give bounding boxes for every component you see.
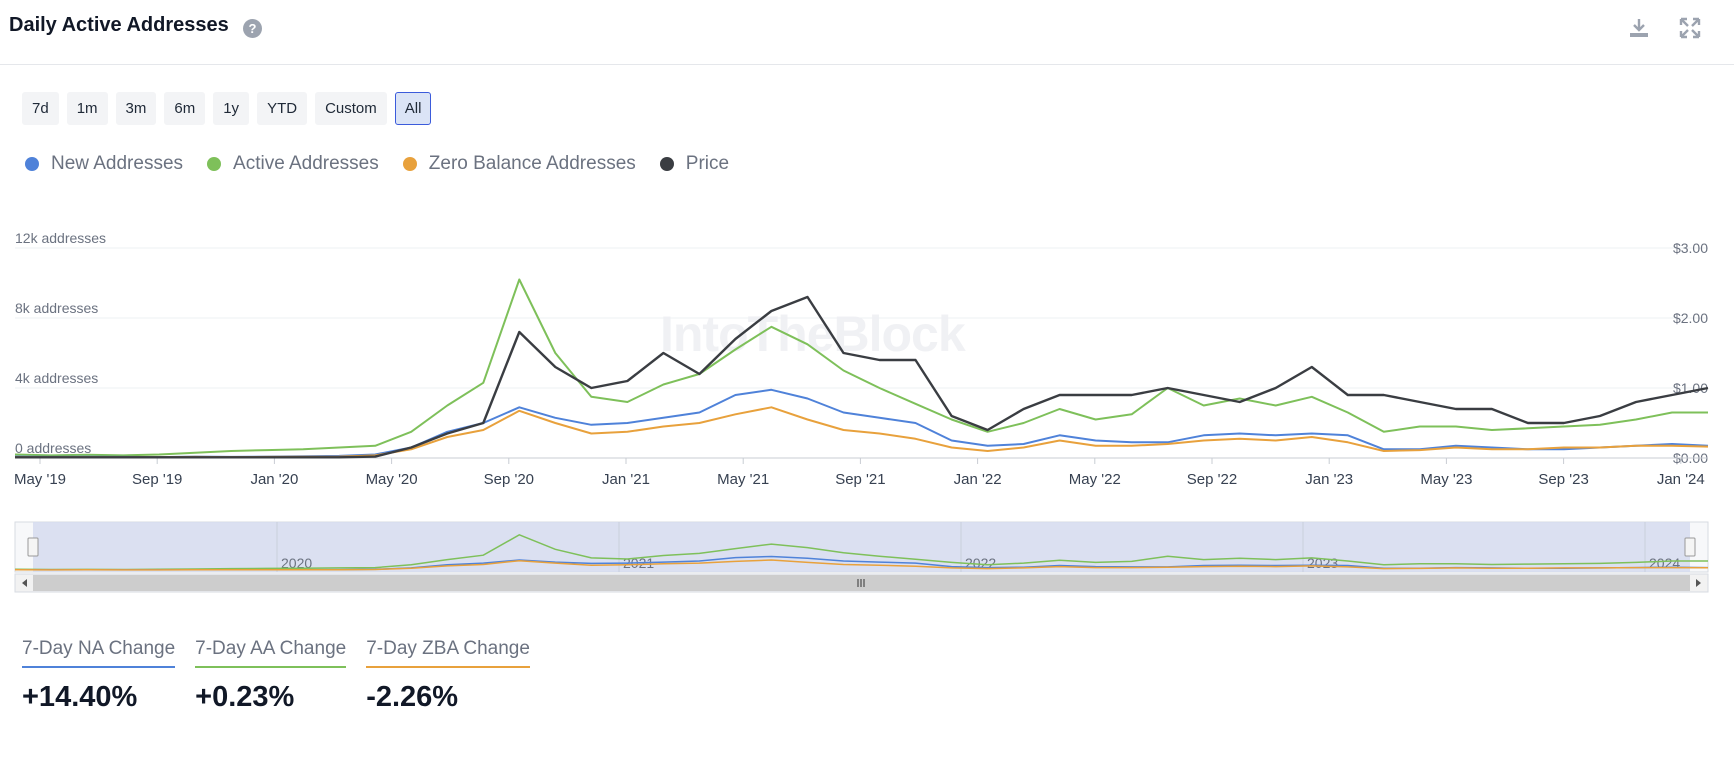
legend-label: Zero Balance Addresses: [428, 153, 636, 174]
legend-dot: [25, 157, 39, 171]
navigator-handle: [27, 537, 39, 557]
scrollbar-grip-icon: [857, 579, 865, 587]
y-right-tick-label: $2.00: [1673, 310, 1708, 326]
legend-dot: [207, 157, 222, 171]
range-custom-button[interactable]: Custom: [315, 92, 387, 125]
range-7d-button[interactable]: 7d: [22, 92, 59, 125]
watermark-logo: IntoTheBlock: [660, 306, 966, 362]
stat-value: +0.23%: [195, 681, 295, 713]
range-1m-button[interactable]: 1m: [66, 92, 108, 125]
legend-dot: [402, 157, 417, 171]
help-icon[interactable]: ?: [243, 19, 262, 38]
legend-item-active-addresses[interactable]: Active Addresses: [207, 153, 379, 175]
legend-item-new-addresses[interactable]: New Addresses: [25, 153, 183, 175]
x-tick-label: Jan '23: [1305, 471, 1353, 488]
x-tick-label: Sep '19: [132, 471, 182, 488]
navigator-line-active: [14, 533, 1708, 571]
legend-item-zero-balance-addresses[interactable]: Zero Balance Addresses: [402, 153, 636, 175]
x-tick-label: May '23: [1420, 471, 1472, 488]
range-3m-button[interactable]: 3m: [115, 92, 157, 125]
chart-legend: New Addresses Active Addresses Zero Bala…: [25, 153, 753, 175]
stat-value: +14.40%: [22, 681, 138, 713]
x-tick-label: Sep '23: [1538, 471, 1588, 488]
range-all-button[interactable]: All: [394, 92, 432, 125]
legend-dot: [659, 157, 674, 171]
series-line-price: [15, 295, 1709, 459]
stat-aa-change: 7-Day AA Change +0.23%: [195, 638, 347, 714]
stat-label: 7-Day AA Change: [195, 638, 347, 668]
x-tick-label: Sep '22: [1187, 471, 1237, 488]
stat-zba-change: 7-Day ZBA Change -2.26%: [366, 638, 530, 714]
x-tick-label: Jan '20: [250, 471, 298, 488]
x-tick-label: Jan '21: [602, 471, 650, 488]
navigator-line-zero: [14, 559, 1709, 571]
series-line-active: [14, 278, 1708, 457]
stat-value: -2.26%: [366, 681, 459, 713]
y-left-tick-label: 0 addresses: [15, 440, 91, 456]
x-tick-label: Sep '20: [484, 471, 534, 488]
range-1y-button[interactable]: 1y: [213, 92, 250, 125]
navigator-handle: [1684, 537, 1696, 557]
stat-label: 7-Day ZBA Change: [366, 638, 530, 668]
x-tick-label: Jan '22: [954, 471, 1002, 488]
legend-label: Active Addresses: [233, 153, 379, 174]
download-icon[interactable]: [1627, 16, 1651, 40]
range-ytd-button[interactable]: YTD: [257, 92, 308, 125]
y-right-tick-label: $3.00: [1673, 240, 1708, 256]
change-stats: 7-Day NA Change +14.40% 7-Day AA Change …: [22, 638, 530, 714]
legend-label: New Addresses: [51, 153, 184, 174]
page-title: Daily Active Addresses: [9, 14, 229, 36]
stat-label: 7-Day NA Change: [22, 638, 176, 668]
time-range-selector: 7d 1m 3m 6m 1y YTD Custom All: [22, 92, 432, 125]
legend-label: Price: [685, 153, 730, 174]
x-tick-label: Jan '24: [1657, 471, 1705, 488]
stat-na-change: 7-Day NA Change +14.40%: [22, 638, 176, 714]
scroll-left-icon: [22, 579, 27, 587]
navigator-tick-label: 2020: [281, 555, 312, 571]
x-tick-label: May '22: [1069, 471, 1121, 488]
x-tick-label: Sep '21: [835, 471, 885, 488]
x-tick-label: May '21: [717, 471, 769, 488]
y-left-tick-label: 8k addresses: [15, 300, 98, 316]
navigator-tick-label: 2024: [1649, 555, 1680, 571]
x-tick-label: May '19: [14, 471, 66, 488]
fullscreen-icon[interactable]: [1678, 16, 1702, 40]
x-tick-label: May '20: [366, 471, 418, 488]
scroll-right-icon: [1696, 579, 1701, 587]
line-chart: 0 addresses 4k addresses 8k addresses 12k a…: [14, 230, 1709, 593]
y-left-tick-label: 12k addresses: [15, 230, 106, 246]
legend-item-price[interactable]: Price: [659, 153, 730, 175]
range-6m-button[interactable]: 6m: [164, 92, 206, 125]
y-left-tick-label: 4k addresses: [15, 370, 98, 386]
chart-header: Daily Active Addresses ?: [0, 0, 1734, 65]
